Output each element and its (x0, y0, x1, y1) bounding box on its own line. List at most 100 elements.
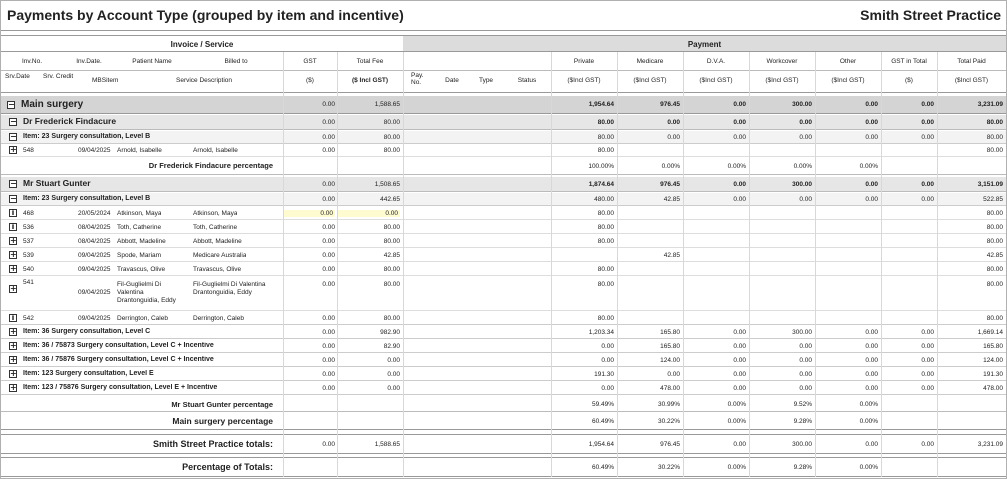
other-value: 0.00 (865, 134, 878, 141)
col-gst-in-total[interactable]: GST in Total (891, 58, 927, 65)
expand-icon[interactable]: + (9, 341, 17, 350)
invoice-row[interactable]: i 542 09/04/2025 Derrington, Caleb Derri… (1, 312, 1006, 325)
expand-icon[interactable]: + (9, 264, 17, 273)
patient-name: Travascus, Olive (117, 266, 166, 273)
dva-value: 0.00 (733, 441, 746, 448)
total-paid-value: 80.00 (986, 266, 1003, 273)
col-patient-name[interactable]: Patient Name (132, 58, 172, 65)
collapse-icon[interactable]: − (7, 100, 15, 109)
col-workcover[interactable]: Workcover (766, 58, 798, 65)
col-inv-no[interactable]: Inv.No. (21, 58, 43, 65)
patient-name: Abbott, Madeline (117, 238, 166, 245)
col-srv-credit[interactable]: Srv. Credit (43, 73, 74, 80)
percentage-label: Mr Stuart Gunter percentage (171, 401, 273, 409)
expand-icon[interactable]: + (9, 250, 17, 259)
billed-to: Abbott, Madeline (193, 238, 242, 245)
col-status[interactable]: Status (517, 77, 537, 84)
provider-dr-frederick-findacure[interactable]: − Dr Frederick Findacure 0.00 80.00 80.0… (1, 115, 1006, 130)
dva-value: 0.00 (733, 343, 746, 350)
collapse-icon[interactable]: − (9, 194, 17, 203)
other-value: 0.00 (865, 441, 878, 448)
info-icon[interactable]: i (9, 223, 17, 231)
invoice-row[interactable]: + 541 09/04/2025 Fil-Guglielmi Di Valent… (1, 277, 1006, 311)
col-billed-to[interactable]: Billed to (224, 58, 248, 65)
invoice-row[interactable]: i 536 08/04/2025 Toth, Catherine Toth, Cathe… (1, 221, 1006, 234)
patient-name-line1: Fil-Guglielmi Di (117, 281, 162, 288)
patient-name: Arnold, Isabelle (117, 147, 162, 154)
private-value: 0.00 (601, 357, 614, 364)
private-value: 480.00 (594, 196, 614, 203)
total-paid-value: 80.00 (986, 224, 1003, 231)
provider-mr-stuart-gunter[interactable]: − Mr Stuart Gunter 0.00 1,508.65 1,874.6… (1, 177, 1006, 192)
item-row[interactable]: − Item: 23 Surgery consultation, Level B… (1, 131, 1006, 144)
total-fee-value: 80.00 (383, 147, 400, 154)
item-row[interactable]: + Item: 123 Surgery consultation, Level E… (1, 368, 1006, 381)
col-medicare[interactable]: Medicare (636, 58, 664, 65)
item-row[interactable]: + Item: 123 / 75876 Surgery consultation,… (1, 382, 1006, 395)
private-value: 0.00 (601, 343, 614, 350)
inv-no: 468 (23, 210, 34, 217)
workcover-value: 0.00 (799, 196, 812, 203)
collapse-icon[interactable]: − (9, 132, 17, 141)
group-label: Main surgery (21, 99, 84, 110)
invoice-row[interactable]: + 548 09/04/2025 Arnold, Isabelle Arnold… (1, 145, 1006, 157)
gst-value: 0.00 (322, 224, 335, 231)
grid-line (815, 52, 816, 477)
gst-unit: ($) (306, 77, 314, 84)
total-paid-value: 165.80 (983, 343, 1003, 350)
gst-total-value: 0.00 (921, 196, 934, 203)
item-row[interactable]: − Item: 23 Surgery consultation, Level B… (1, 193, 1006, 206)
col-private[interactable]: Private (573, 58, 595, 65)
expand-icon[interactable]: + (9, 284, 17, 293)
gst-in-total-unit: ($) (905, 77, 913, 84)
col-type[interactable]: Type (478, 77, 494, 84)
inv-no: 540 (23, 266, 34, 273)
inv-no: 541 (23, 279, 34, 286)
item-row[interactable]: + Item: 36 Surgery consultation, Level C 0… (1, 326, 1006, 339)
gst-value: 0.00 (322, 119, 335, 126)
expand-icon[interactable]: + (9, 327, 17, 336)
col-srv-date[interactable]: Srv.Date (5, 73, 30, 80)
invoice-row[interactable]: +539 09/04/2025 Spode, Mariam Medicare Aust… (1, 249, 1006, 262)
collapse-icon[interactable]: − (9, 179, 17, 188)
col-date[interactable]: Date (445, 77, 459, 84)
private-value: 80.00 (597, 119, 614, 126)
collapse-icon[interactable]: − (9, 117, 17, 126)
col-pay-no[interactable]: Pay. No. (411, 72, 424, 87)
expand-icon[interactable]: + (9, 355, 17, 364)
inv-date: 09/04/2025 (78, 147, 111, 154)
col-total-paid[interactable]: Total Paid (957, 58, 986, 65)
gst-value: 0.00 (322, 329, 335, 336)
expand-icon[interactable]: + (9, 145, 17, 154)
col-gst[interactable]: GST (303, 58, 317, 65)
item-row[interactable]: + Item: 36 / 75873 Surgery consultation, … (1, 340, 1006, 353)
item-row[interactable]: + Item: 36 / 75876 Surgery consultation, … (1, 354, 1006, 367)
gst-value: 0.00 (322, 371, 335, 378)
dva-value: 0.00 (733, 385, 746, 392)
invoice-service-group-header: Invoice / Service (1, 35, 403, 52)
payment-group-header: Payment (403, 35, 1006, 52)
invoice-row[interactable]: i 468 20/05/2024 Atkinson, Maya Atkinson, Ma… (1, 207, 1006, 220)
dva-value: 0.00 (733, 181, 746, 188)
col-total-fee[interactable]: Total Fee (356, 58, 384, 65)
total-paid-value: 124.00 (983, 357, 1003, 364)
col-inv-date[interactable]: Inv.Date. (76, 58, 102, 65)
percentage-label: Main surgery percentage (172, 417, 273, 426)
total-fee-value: 442.65 (380, 196, 400, 203)
report-title: Payments by Account Type (grouped by ite… (7, 7, 404, 23)
dva-value: 0.00 (733, 101, 746, 108)
info-icon[interactable]: i (9, 314, 17, 322)
invoice-row[interactable]: +537 08/04/2025 Abbott, Madeline Abbott, Ma… (1, 235, 1006, 248)
col-service-description[interactable]: Service Description (176, 77, 232, 84)
expand-icon[interactable]: + (9, 369, 17, 378)
info-icon[interactable]: i (9, 209, 17, 217)
col-mbsitem[interactable]: MBSitem (92, 77, 119, 84)
expand-icon[interactable]: + (9, 383, 17, 392)
expand-icon[interactable]: + (9, 236, 17, 245)
col-other[interactable]: Other (839, 58, 857, 65)
patient-name: Derrington, Caleb (117, 315, 168, 322)
group-main-surgery[interactable]: − Main surgery 0.00 1,588.65 1,954.64 97… (1, 96, 1006, 114)
invoice-row[interactable]: +540 09/04/2025 Travascus, Olive Travascus,… (1, 263, 1006, 276)
medicare-value: 478.00 (660, 385, 680, 392)
col-dva[interactable]: D.V.A. (706, 58, 726, 65)
